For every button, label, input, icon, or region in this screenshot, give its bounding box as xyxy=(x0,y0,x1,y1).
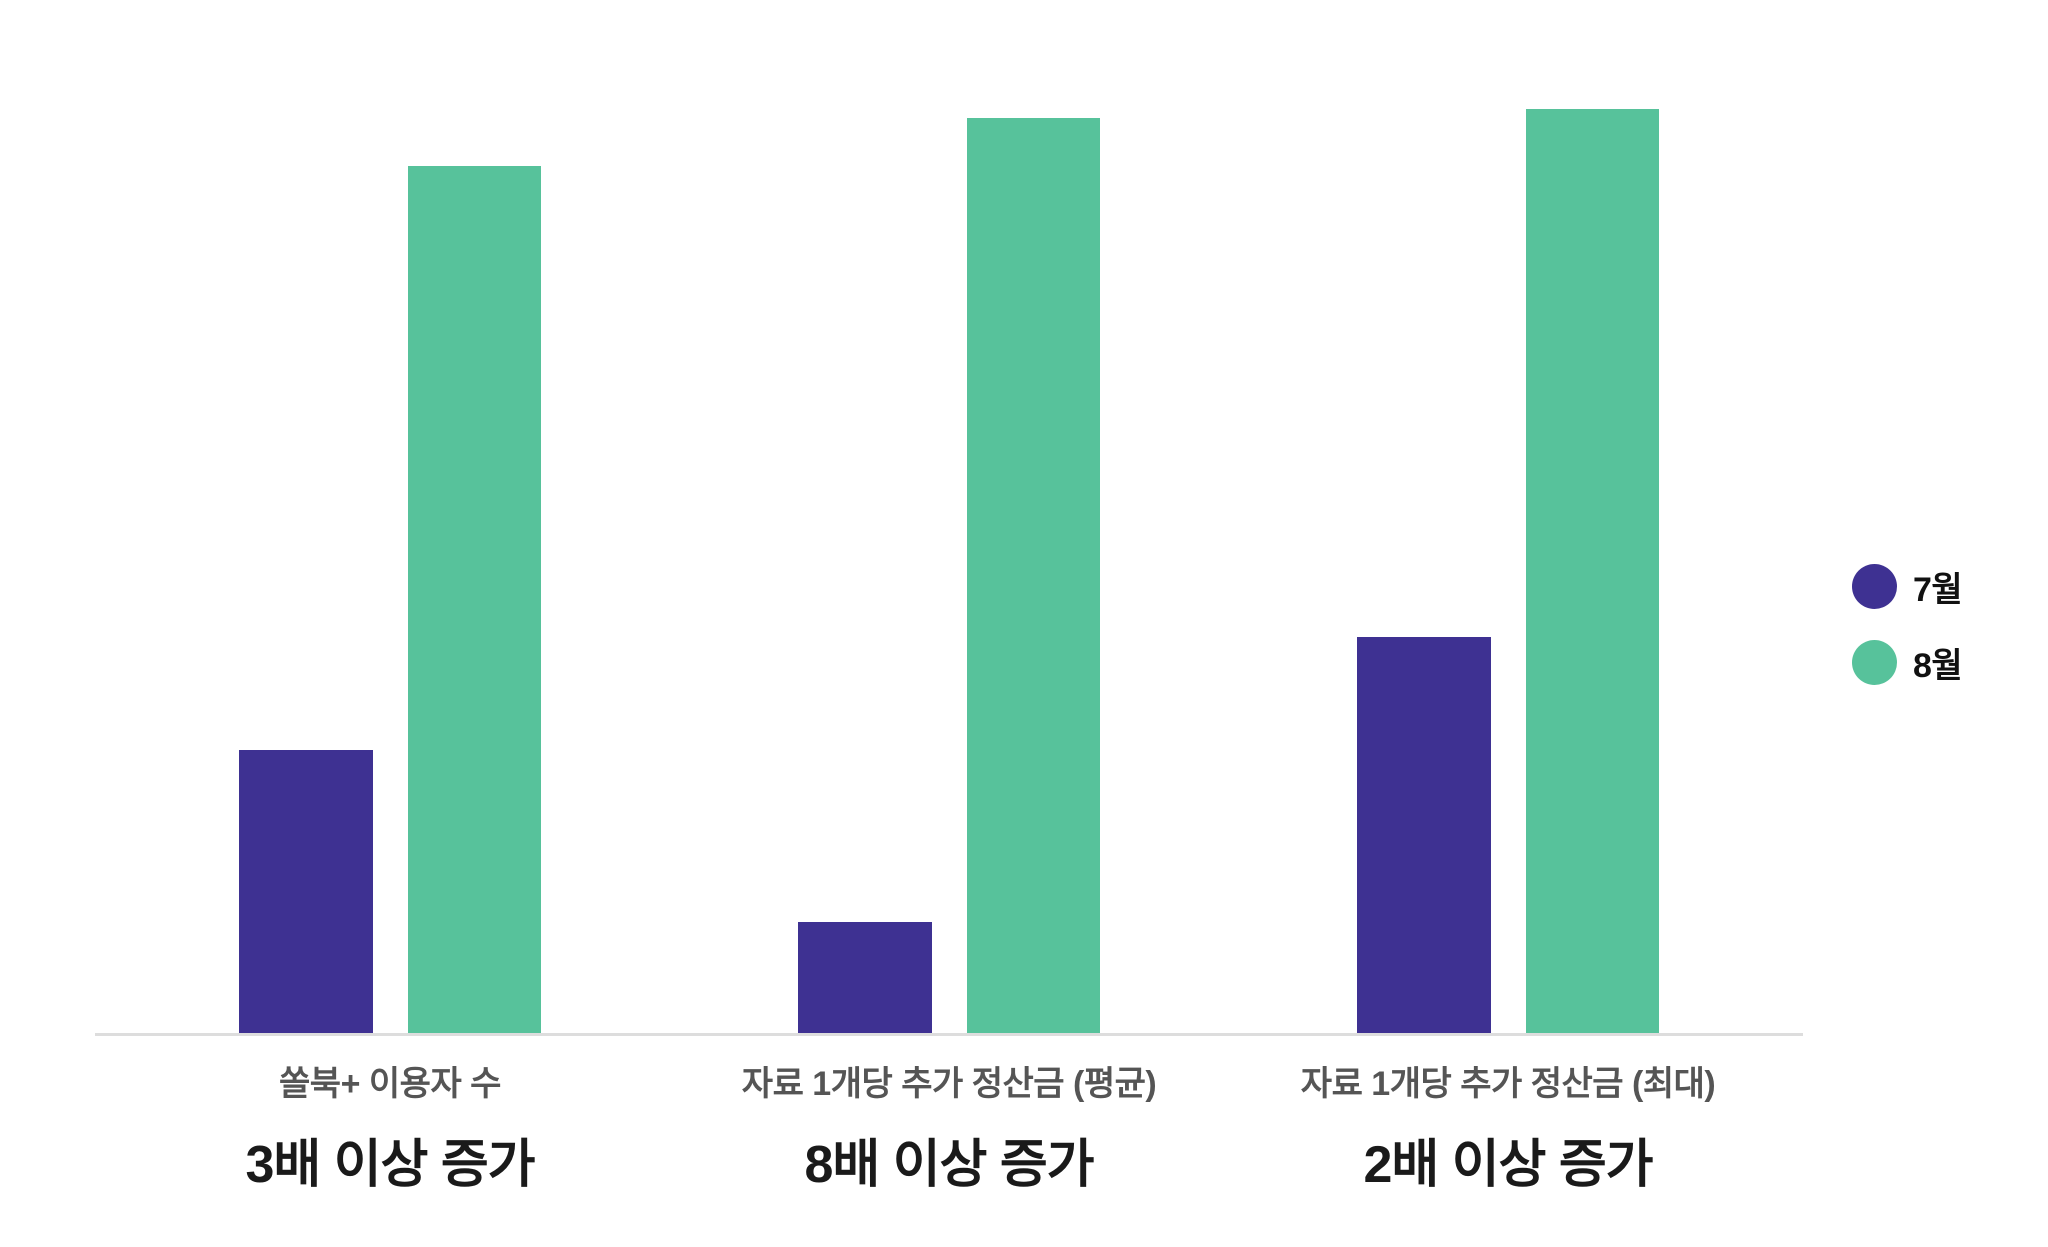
bar-july-group2 xyxy=(798,922,932,1033)
legend: 7월 8월 xyxy=(1852,562,1963,687)
annotation-label-1: 3배 이상 증가 xyxy=(245,1136,535,1194)
legend-swatch-august-icon xyxy=(1852,640,1897,685)
category-label-2: 자료 1개당 추가 정산금 (평균) xyxy=(741,1065,1157,1103)
legend-label-august: 8월 xyxy=(1913,647,1963,685)
bar-july-group1 xyxy=(239,750,373,1033)
x-axis-line xyxy=(95,1033,1803,1036)
legend-label-july: 7월 xyxy=(1913,571,1963,609)
category-label-3: 자료 1개당 추가 정산금 (최대) xyxy=(1300,1065,1716,1103)
bar-july-group3 xyxy=(1357,637,1491,1033)
category-label-1: 쏠북+ 이용자 수 xyxy=(279,1065,501,1103)
bar-group-2 xyxy=(798,33,1100,1033)
legend-swatch-july-icon xyxy=(1852,564,1897,609)
annotation-label-2: 8배 이상 증가 xyxy=(804,1136,1094,1194)
bar-group-3 xyxy=(1357,33,1659,1033)
legend-item-july: 7월 xyxy=(1852,562,1963,611)
annotation-label-3: 2배 이상 증가 xyxy=(1363,1136,1653,1194)
plot-area xyxy=(0,33,2048,1036)
bar-group-1 xyxy=(239,33,541,1033)
bar-august-group2 xyxy=(967,118,1100,1033)
bar-august-group1 xyxy=(408,166,541,1033)
legend-item-august: 8월 xyxy=(1852,638,1963,687)
bar-august-group3 xyxy=(1526,109,1659,1033)
